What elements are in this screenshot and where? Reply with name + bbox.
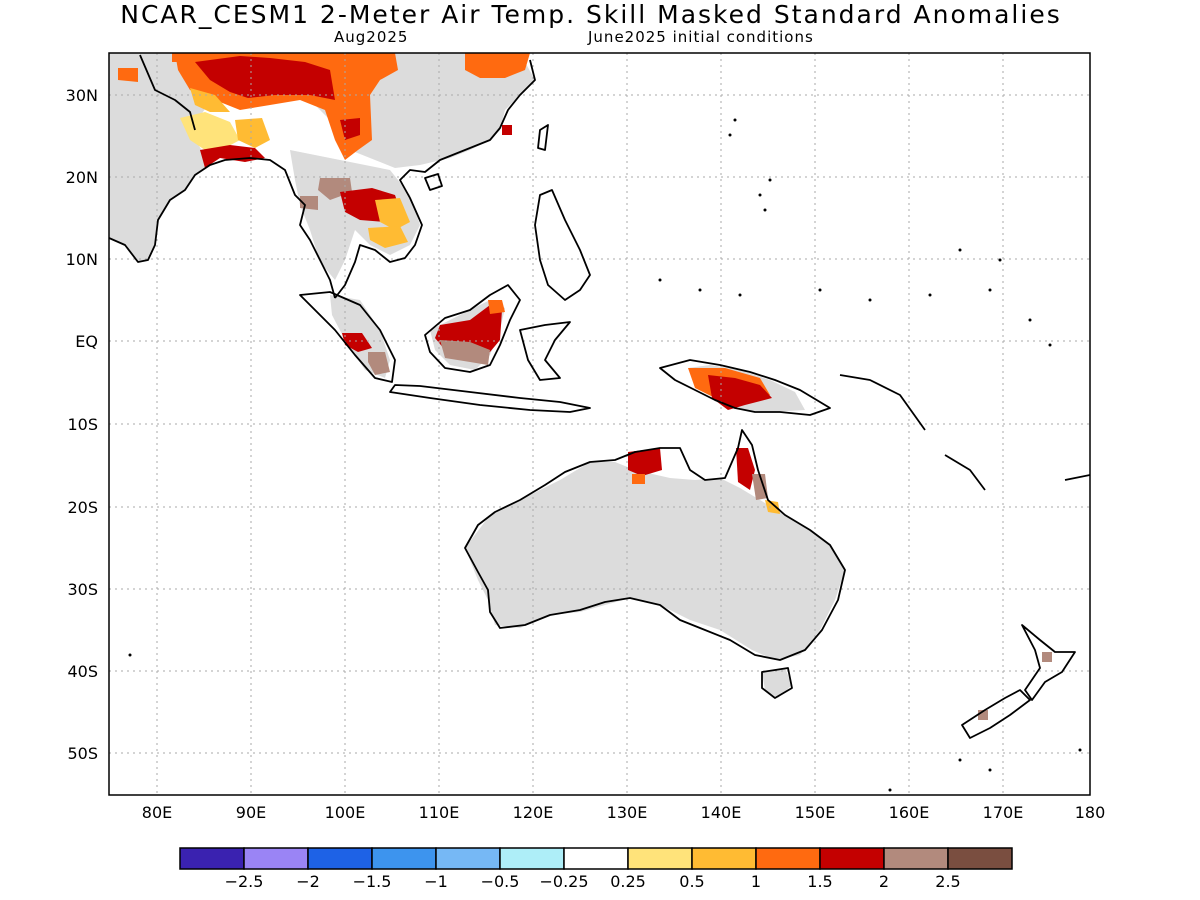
colorbar-label: −1 xyxy=(424,872,448,891)
colorbar-swatch xyxy=(499,847,565,870)
lat-label-50s: 50S xyxy=(67,744,98,763)
coast-tasmania xyxy=(761,667,793,699)
anomaly-region-ne-spot xyxy=(172,53,185,62)
colorbar-label: 2.5 xyxy=(935,872,961,891)
anomaly-region-west-edge xyxy=(118,68,138,82)
anomaly-region-qld-brown xyxy=(752,474,768,500)
coast-taiwan xyxy=(537,124,549,151)
coast-hainan xyxy=(424,173,443,191)
coast-philippines xyxy=(534,189,591,301)
lon-label-90e: 90E xyxy=(235,803,267,822)
coast-sumatra xyxy=(299,291,396,383)
lat-label-30s: 30S xyxy=(67,580,98,599)
colorbar-swatch xyxy=(947,847,1013,870)
india-landmass xyxy=(109,53,215,262)
colorbar-label: −2 xyxy=(296,872,320,891)
lon-label-110e: 110E xyxy=(418,803,460,822)
colorbar-label: −2.5 xyxy=(224,872,264,891)
colorbar-swatch xyxy=(179,847,245,870)
colorbar-swatch xyxy=(563,847,629,870)
small-islands xyxy=(128,118,1082,792)
map-title: NCAR_CESM1 2-Meter Air Temp. Skill Maske… xyxy=(120,0,1062,29)
tasmania-landmass xyxy=(762,668,792,698)
colorbar-label: 1.5 xyxy=(807,872,833,891)
map-layers xyxy=(109,53,1090,795)
colorbar-swatch xyxy=(883,847,949,870)
anomaly-region-borneo-brown xyxy=(440,340,490,365)
colorbar-label: 1 xyxy=(750,872,762,891)
coast-india xyxy=(109,157,336,299)
lat-label-10n: 10N xyxy=(65,250,98,269)
anomaly-region-himalaya-light xyxy=(180,112,240,150)
anomaly-region-qld-orange xyxy=(765,500,780,514)
colorbar-swatch xyxy=(755,847,821,870)
coast-java xyxy=(389,384,591,413)
coast-nz-north xyxy=(1021,624,1076,701)
anomaly-region-taiwan-spot xyxy=(502,125,512,135)
lon-label-100e: 100E xyxy=(324,803,366,822)
anomaly-region-new-guinea-red xyxy=(708,375,772,410)
lon-label-150e: 150E xyxy=(794,803,836,822)
colorbar-label: 0.5 xyxy=(679,872,705,891)
anomaly-region-arnhem-orange xyxy=(632,474,645,484)
anomaly-region-tibet-core xyxy=(195,56,335,100)
coast-indochina xyxy=(334,59,536,299)
lat-label-20n: 20N xyxy=(65,168,98,187)
colorbar-label: −0.5 xyxy=(480,872,520,891)
colorbar-swatch xyxy=(627,847,693,870)
coast-australia xyxy=(464,429,846,661)
map-gridlines xyxy=(109,53,1090,795)
colorbar-swatch xyxy=(691,847,757,870)
coast-borneo xyxy=(424,284,521,373)
colorbar-label: 0.25 xyxy=(610,872,646,891)
colorbar-swatch xyxy=(243,847,309,870)
coastlines xyxy=(109,54,1090,739)
anomaly-region-arnhem-red xyxy=(628,448,662,476)
anomaly-region-nz-north xyxy=(1042,652,1052,662)
anomaly-region-east-china xyxy=(465,53,530,78)
lon-label-160e: 160E xyxy=(888,803,930,822)
coast-solomons xyxy=(944,454,986,491)
australia-landmass xyxy=(465,462,845,660)
colorbar-swatch xyxy=(307,847,373,870)
lat-label-40s: 40S xyxy=(67,662,98,681)
anomaly-region-himalaya-mid xyxy=(190,88,230,112)
colorbar-swatch xyxy=(371,847,437,870)
anomaly-region-sumatra-brown xyxy=(368,352,390,375)
coast-fiji xyxy=(1064,474,1090,481)
initial-conditions: June2025 initial conditions xyxy=(588,28,814,46)
lat-label-20s: 20S xyxy=(67,498,98,517)
lon-label-140e: 140E xyxy=(700,803,742,822)
coast-new-guinea xyxy=(659,359,831,416)
colorbar-label: 2 xyxy=(878,872,890,891)
lat-label-eq: EQ xyxy=(75,332,98,351)
coast-pacific-islands xyxy=(839,374,926,431)
lat-label-30n: 30N xyxy=(65,86,98,105)
coast-sulawesi xyxy=(519,321,571,381)
lon-label-120e: 120E xyxy=(512,803,554,822)
colorbar-swatch xyxy=(435,847,501,870)
lat-label-10s: 10S xyxy=(67,415,98,434)
anomaly-region-tibet-core2 xyxy=(340,118,360,140)
anomaly-region-bangladesh xyxy=(200,145,265,168)
coast-bay-bengal-north xyxy=(139,54,196,131)
forecast-month: Aug2025 xyxy=(334,28,409,46)
colorbar-label: −1.5 xyxy=(352,872,392,891)
lon-label-180: 180 xyxy=(1074,803,1106,822)
lon-label-80e: 80E xyxy=(141,803,173,822)
coast-nz-south xyxy=(961,689,1031,739)
map-frame xyxy=(108,52,1091,796)
colorbar-swatch xyxy=(819,847,885,870)
anomaly-region-qld-red xyxy=(736,448,755,490)
lon-label-130e: 130E xyxy=(606,803,648,822)
anomaly-region-cambodia xyxy=(368,226,408,248)
colorbar-label: −0.25 xyxy=(539,872,589,891)
anomaly-region-laos-orange xyxy=(375,198,410,230)
anomaly-shading xyxy=(118,53,1052,720)
lon-label-170e: 170E xyxy=(982,803,1024,822)
anomaly-region-myanmar xyxy=(235,118,270,148)
colorbar xyxy=(179,847,1013,870)
anomaly-region-borneo-orange xyxy=(488,300,505,314)
